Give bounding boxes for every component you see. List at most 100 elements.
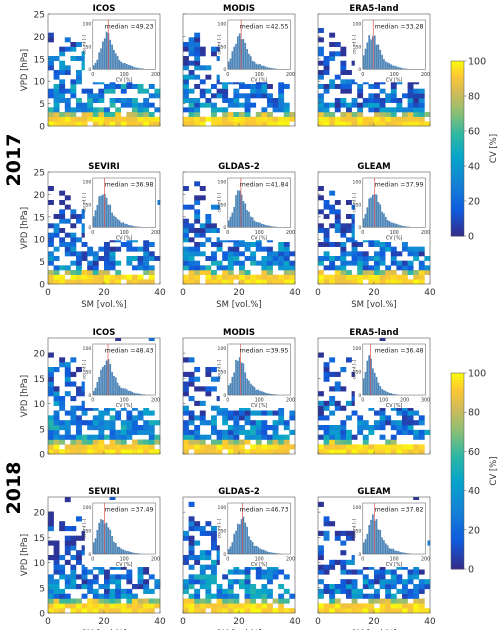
histogram-bar [394, 550, 396, 555]
heatmap-cell [340, 88, 347, 94]
heatmap-cell [76, 274, 82, 280]
heatmap-cell [126, 410, 133, 416]
heatmap-cell [390, 449, 397, 455]
histogram-bar [403, 552, 406, 555]
heatmap-cell [81, 112, 88, 117]
heatmap-cell [76, 405, 82, 411]
heatmap-cell [154, 584, 161, 590]
heatmap-cell [385, 593, 392, 599]
heatmap-cell [92, 579, 99, 585]
colorbar-tick-label: 40 [468, 486, 480, 497]
heatmap-cell [98, 608, 105, 614]
heatmap-cell [340, 60, 347, 66]
heatmap-cell [132, 608, 138, 614]
histogram-bar [270, 226, 272, 228]
histogram-bar [403, 68, 406, 70]
heatmap-cell [379, 598, 386, 604]
histogram-bar [229, 383, 232, 396]
heatmap-cell [216, 242, 223, 247]
heatmap-cell [323, 251, 330, 257]
heatmap-cell [76, 516, 82, 522]
heatmap-cell [227, 112, 234, 117]
histogram-bar [399, 552, 402, 555]
heatmap-cell [334, 425, 341, 431]
heatmap-cell [323, 608, 330, 614]
heatmap-cell [340, 232, 347, 238]
heatmap-cell [109, 121, 116, 127]
heatmap-cell [194, 598, 201, 604]
heatmap-cell [261, 434, 268, 440]
heatmap-cell [183, 439, 189, 445]
heatmap-cell [379, 420, 386, 426]
heatmap-cell [244, 98, 251, 103]
heatmap-cell [211, 564, 217, 570]
heatmap-cell [115, 584, 122, 590]
colorbar-segment [451, 418, 464, 423]
heatmap-cell [390, 121, 397, 127]
inset-y-tick-label: 0 [358, 225, 361, 231]
median-label: median =37.99 [375, 182, 424, 189]
heatmap-cell [239, 603, 245, 609]
heatmap-cell [418, 420, 425, 426]
heatmap-cell [194, 608, 201, 614]
inset-y-tick-label: 100 [353, 22, 362, 28]
heatmap-cell [318, 569, 324, 575]
heatmap-cell [48, 391, 54, 397]
inset-x-tick-label: 100 [255, 398, 264, 404]
heatmap-cell [351, 559, 358, 565]
heatmap-cell [278, 434, 285, 440]
histogram-bar [407, 226, 409, 228]
heatmap-cell [250, 444, 257, 450]
heatmap-cell [183, 279, 189, 285]
heatmap-cell [255, 93, 262, 99]
heatmap-cell [267, 603, 273, 609]
heatmap-cell [188, 415, 195, 421]
heatmap-cell [92, 274, 99, 280]
histogram-bar [231, 542, 234, 555]
heatmap-cell [407, 603, 414, 609]
histogram-bar [92, 216, 95, 228]
y-tick-label: 5 [39, 258, 45, 268]
histogram-bar [273, 68, 276, 70]
heatmap-cell [216, 396, 223, 402]
heatmap-cell [250, 93, 257, 99]
heatmap-cell [340, 256, 347, 261]
heatmap-cell [92, 449, 99, 455]
heatmap-cell [323, 279, 330, 285]
heatmap-cell [143, 246, 150, 252]
heatmap-cell [188, 526, 195, 532]
heatmap-cell [368, 270, 375, 275]
heatmap-cell [346, 223, 352, 229]
heatmap-cell [289, 265, 296, 271]
heatmap-cell [59, 84, 66, 89]
heatmap-cell [120, 242, 127, 247]
colorbar-tick-label: 80 [468, 408, 480, 419]
heatmap-cell [267, 608, 273, 614]
heatmap-cell [194, 540, 201, 546]
heatmap-cell [216, 88, 223, 94]
heatmap-cell [109, 564, 116, 570]
heatmap-cell [340, 70, 347, 75]
heatmap-cell [413, 444, 420, 450]
heatmap-cell [239, 584, 245, 590]
histogram-bar [366, 207, 369, 228]
colorbar-segment [451, 506, 464, 511]
heatmap-cell [283, 420, 290, 426]
heatmap-cell [70, 415, 77, 421]
heatmap-cell [188, 42, 195, 47]
heatmap-cell [59, 209, 66, 215]
heatmap-cell [188, 381, 195, 387]
heatmap-cell [418, 603, 425, 609]
colorbar-segment [451, 539, 464, 544]
heatmap-cell [81, 232, 88, 238]
heatmap-cell [379, 603, 386, 609]
heatmap-cell [255, 574, 262, 580]
heatmap-cell [98, 112, 105, 117]
heatmap-cell [318, 195, 324, 201]
heatmap-cell [272, 425, 279, 431]
heatmap-cell [368, 274, 375, 280]
heatmap-cell [418, 429, 425, 435]
heatmap-cell [255, 569, 262, 575]
